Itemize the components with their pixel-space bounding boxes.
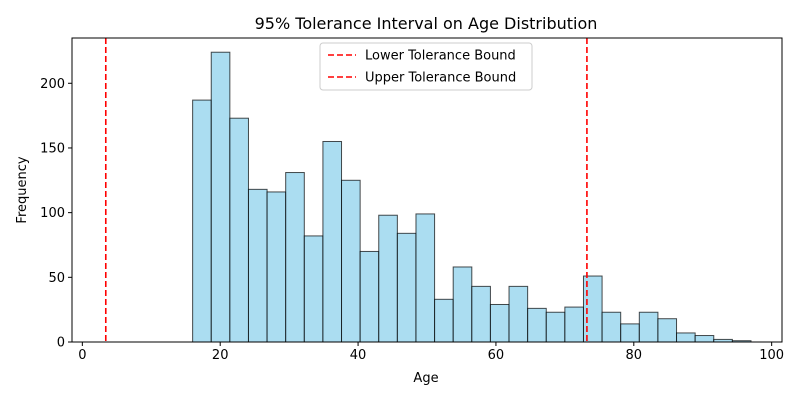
histogram-bar <box>210 51 231 343</box>
plot-frame <box>71 37 783 343</box>
histogram-bar <box>285 172 305 343</box>
histogram-bar <box>452 266 473 343</box>
histogram-bar <box>247 188 268 343</box>
legend: Lower Tolerance Bound Upper Tolerance Bou… <box>319 42 533 91</box>
histogram-bar <box>378 214 398 343</box>
histogram-bar <box>396 232 417 343</box>
x-tick-label: 40 <box>350 348 367 363</box>
y-tick-label: 150 <box>40 141 65 156</box>
tolerance-bound-lines <box>104 38 588 342</box>
y-axis-title: Frequency <box>15 156 30 223</box>
y-tick-label: 200 <box>40 77 65 92</box>
chart-title: 95% Tolerance Interval on Age Distributi… <box>255 14 598 33</box>
x-tick-label: 60 <box>488 348 505 363</box>
x-tick-label: 80 <box>626 348 643 363</box>
y-axis-ticks: 0 50 100 150 200 <box>40 77 72 351</box>
y-tick-label: 0 <box>57 336 65 351</box>
histogram-bar <box>508 285 529 343</box>
histogram-bar <box>266 191 287 343</box>
histogram-bar <box>620 323 640 343</box>
histogram-bar <box>415 213 436 343</box>
histogram-bar <box>471 285 491 343</box>
histogram-bar <box>601 311 622 343</box>
histogram-bar <box>564 306 584 343</box>
y-tick-label: 100 <box>40 206 65 221</box>
histogram-bars <box>192 51 752 343</box>
y-tick-label: 50 <box>48 271 65 286</box>
histogram-bar <box>638 311 659 343</box>
histogram-bar <box>545 311 566 343</box>
x-tick-label: 100 <box>759 348 784 363</box>
histogram-bar <box>322 140 343 343</box>
histogram-bar <box>303 235 324 343</box>
x-tick-label: 0 <box>78 348 86 363</box>
legend-entry-label: Upper Tolerance Bound <box>365 71 516 86</box>
x-tick-label: 20 <box>212 348 229 363</box>
histogram-bar <box>434 298 454 343</box>
histogram-bar <box>489 303 510 343</box>
histogram-bar <box>676 332 696 343</box>
legend-box <box>319 42 533 91</box>
histogram-bar <box>192 99 212 343</box>
histogram-bar <box>359 250 380 343</box>
histogram-bar <box>229 117 249 343</box>
x-axis-ticks: 0 20 40 60 80 100 <box>78 342 784 363</box>
histogram-bar <box>341 179 361 343</box>
legend-entry-label: Lower Tolerance Bound <box>365 49 516 64</box>
x-axis-title: Age <box>413 371 438 386</box>
histogram-bar <box>694 335 715 343</box>
histogram-bar <box>657 318 678 343</box>
histogram-bar <box>527 307 547 343</box>
